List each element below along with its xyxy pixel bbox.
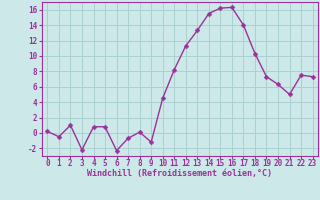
- X-axis label: Windchill (Refroidissement éolien,°C): Windchill (Refroidissement éolien,°C): [87, 169, 273, 178]
